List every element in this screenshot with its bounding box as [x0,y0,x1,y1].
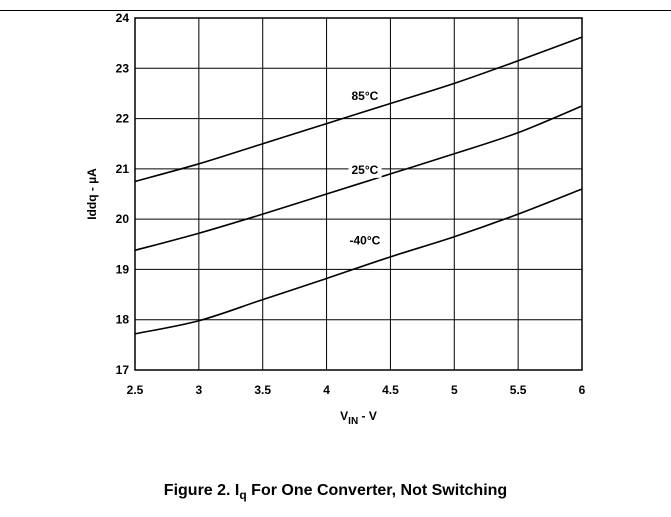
caption-prefix: Figure 2. I [163,482,240,499]
y-tick-label: 18 [116,313,130,327]
x-axis-title-main: V [340,409,348,423]
x-tick-label: 5 [451,383,458,397]
y-tick-labels: 17 18 19 20 21 22 23 24 [116,11,130,377]
series-line-0 [134,36,583,183]
grid [134,17,583,371]
series-label-bg [346,232,384,249]
plot-frame [134,17,583,371]
series-labels: 85°C 25°C -40°C [346,87,384,249]
x-tick-label: 4 [323,383,330,397]
x-tick-label: 3 [196,383,203,397]
figure-caption: Figure 2. Iq For One Converter, Not Swit… [0,482,671,502]
y-tick-label: 19 [116,262,130,276]
x-tick-label: 4.5 [382,383,399,397]
x-tick-labels: 2.5 3 3.5 4 4.5 5 5.5 6 [127,383,586,397]
series-label-0: 85°C [351,89,378,103]
y-tick-label: 24 [116,11,130,25]
series-line-1 [134,105,583,252]
x-axis-title-sub: IN [348,416,358,427]
x-tick-label: 5.5 [510,383,527,397]
series-label-bg [348,161,382,178]
series-lines [134,36,583,335]
x-tick-label: 3.5 [254,383,271,397]
y-tick-label: 22 [116,112,130,126]
series-line-2 [134,188,583,335]
series-label-bg [348,87,382,104]
chart: 85°C 25°C -40°C 2.5 3 3.5 4 4.5 5 5.5 6 17 18 19 20 2… [85,11,586,427]
x-axis-title-suffix: - V [358,409,377,423]
y-tick-label: 20 [116,212,130,226]
caption-subscript: q [239,488,247,503]
top-rule [0,10,671,11]
y-tick-label: 17 [116,363,130,377]
caption-suffix: For One Converter, Not Switching [246,482,508,499]
y-axis-title: Iddq - µA [85,168,99,220]
y-tick-label: 21 [116,162,130,176]
y-tick-label: 23 [116,61,130,75]
series-label-1: 25°C [351,163,378,177]
series-label-2: -40°C [349,233,380,247]
x-axis-title: VIN - V [340,409,377,427]
x-tick-label: 2.5 [127,383,144,397]
x-tick-label: 6 [579,383,586,397]
